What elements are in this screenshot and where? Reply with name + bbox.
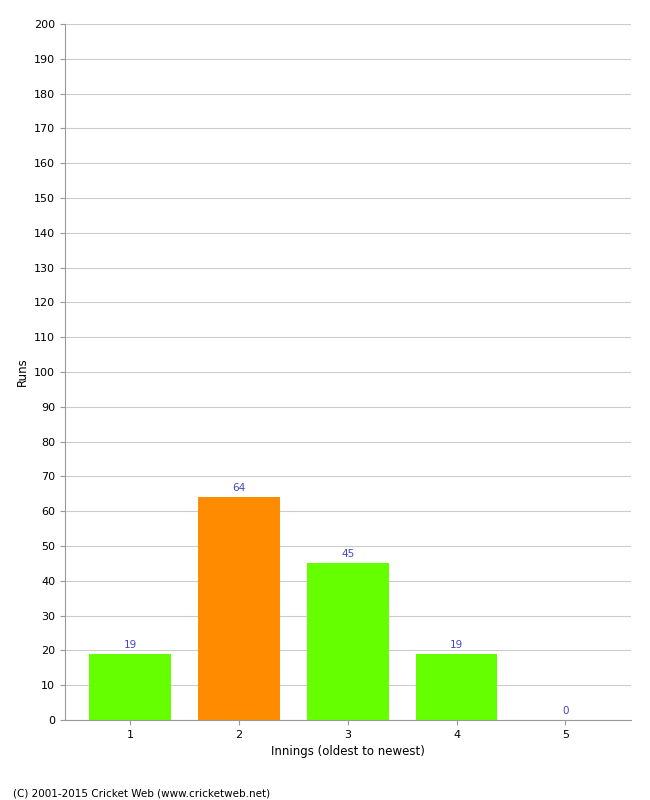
Bar bbox=[90, 654, 171, 720]
Text: 19: 19 bbox=[124, 640, 137, 650]
Bar bbox=[416, 654, 497, 720]
Bar bbox=[307, 563, 389, 720]
Bar bbox=[198, 498, 280, 720]
Text: 0: 0 bbox=[562, 706, 569, 716]
Y-axis label: Runs: Runs bbox=[16, 358, 29, 386]
Text: (C) 2001-2015 Cricket Web (www.cricketweb.net): (C) 2001-2015 Cricket Web (www.cricketwe… bbox=[13, 788, 270, 798]
Text: 64: 64 bbox=[233, 483, 246, 493]
X-axis label: Innings (oldest to newest): Innings (oldest to newest) bbox=[271, 746, 424, 758]
Text: 45: 45 bbox=[341, 550, 354, 559]
Text: 19: 19 bbox=[450, 640, 463, 650]
